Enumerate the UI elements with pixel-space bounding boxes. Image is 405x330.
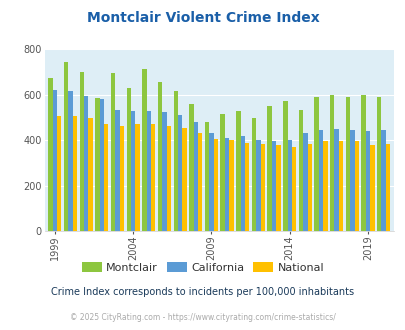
Bar [307,144,311,231]
Bar [193,122,198,231]
Bar [369,145,374,231]
Bar [334,129,338,231]
Bar [260,144,264,231]
Text: Montclair Violent Crime Index: Montclair Violent Crime Index [86,11,319,25]
Bar [57,116,61,231]
Bar [256,140,260,231]
Bar [287,140,291,231]
Bar [48,78,53,231]
Bar [345,97,349,231]
Bar [146,111,151,231]
Bar [151,124,155,231]
Bar [84,96,88,231]
Bar [381,130,385,231]
Bar [271,141,275,231]
Bar [135,124,139,231]
Bar [95,98,99,231]
Bar [329,95,334,231]
Bar [173,91,177,231]
Bar [322,141,327,231]
Bar [275,145,280,231]
Bar [115,110,119,231]
Bar [182,128,186,231]
Bar [267,106,271,231]
Bar [244,143,249,231]
Bar [104,124,108,231]
Bar [251,117,256,231]
Bar [354,141,358,231]
Bar [318,130,322,231]
Bar [142,69,146,231]
Bar [313,97,318,231]
Bar [198,133,202,231]
Bar [349,130,354,231]
Bar [303,133,307,231]
Bar [229,140,233,231]
Bar [99,99,104,231]
Bar [53,90,57,231]
Bar [130,111,135,231]
Bar [111,73,115,231]
Bar [68,91,72,231]
Bar [64,62,68,231]
Bar [126,88,130,231]
Bar [119,125,124,231]
Bar [365,131,369,231]
Bar [158,82,162,231]
Bar [213,139,217,231]
Bar [298,110,303,231]
Bar [177,115,182,231]
Bar [209,133,213,231]
Legend: Montclair, California, National: Montclair, California, National [77,258,328,277]
Bar [376,97,381,231]
Text: Crime Index corresponds to incidents per 100,000 inhabitants: Crime Index corresponds to incidents per… [51,287,354,297]
Bar [88,117,92,231]
Bar [166,125,171,231]
Bar [360,95,365,231]
Bar [205,122,209,231]
Bar [189,104,193,231]
Bar [385,144,389,231]
Bar [236,111,240,231]
Bar [224,138,229,231]
Text: © 2025 CityRating.com - https://www.cityrating.com/crime-statistics/: © 2025 CityRating.com - https://www.city… [70,313,335,322]
Bar [220,114,224,231]
Bar [291,147,296,231]
Bar [240,136,244,231]
Bar [338,141,342,231]
Bar [162,112,166,231]
Bar [79,72,84,231]
Bar [282,101,287,231]
Bar [72,116,77,231]
